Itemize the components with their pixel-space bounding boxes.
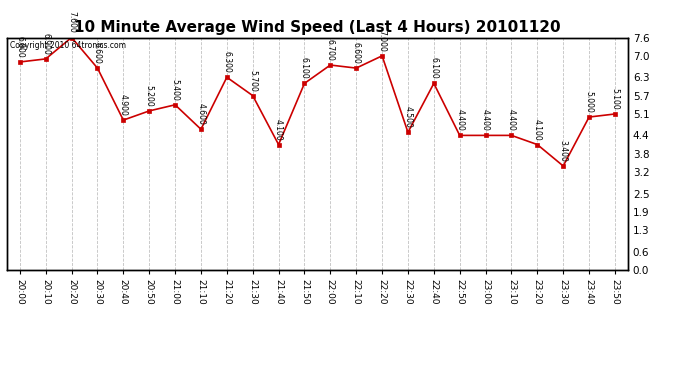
Text: 5.000: 5.000 bbox=[584, 91, 593, 113]
Text: 7.600: 7.600 bbox=[67, 12, 76, 33]
Text: 4.500: 4.500 bbox=[404, 106, 413, 128]
Text: 6.100: 6.100 bbox=[429, 57, 438, 79]
Text: 4.600: 4.600 bbox=[197, 103, 206, 125]
Text: 5.400: 5.400 bbox=[170, 79, 179, 101]
Text: 6.700: 6.700 bbox=[326, 39, 335, 61]
Text: 4.100: 4.100 bbox=[274, 118, 283, 140]
Text: Copyright 2010 64tronics.com: Copyright 2010 64tronics.com bbox=[10, 41, 126, 50]
Text: 7.000: 7.000 bbox=[377, 30, 386, 52]
Text: 6.800: 6.800 bbox=[15, 36, 24, 58]
Text: 6.300: 6.300 bbox=[222, 51, 231, 73]
Text: 5.700: 5.700 bbox=[248, 70, 257, 92]
Text: 4.100: 4.100 bbox=[533, 118, 542, 140]
Text: 4.400: 4.400 bbox=[507, 110, 516, 131]
Text: 6.900: 6.900 bbox=[41, 33, 50, 55]
Text: 4.900: 4.900 bbox=[119, 94, 128, 116]
Text: 6.600: 6.600 bbox=[352, 42, 361, 64]
Text: 4.400: 4.400 bbox=[481, 110, 490, 131]
Title: 10 Minute Average Wind Speed (Last 4 Hours) 20101120: 10 Minute Average Wind Speed (Last 4 Hou… bbox=[74, 20, 561, 35]
Text: 3.400: 3.400 bbox=[559, 140, 568, 162]
Text: 5.100: 5.100 bbox=[611, 88, 620, 110]
Text: 6.100: 6.100 bbox=[300, 57, 309, 79]
Text: 6.600: 6.600 bbox=[93, 42, 102, 64]
Text: 4.400: 4.400 bbox=[455, 110, 464, 131]
Text: 5.200: 5.200 bbox=[145, 85, 154, 107]
